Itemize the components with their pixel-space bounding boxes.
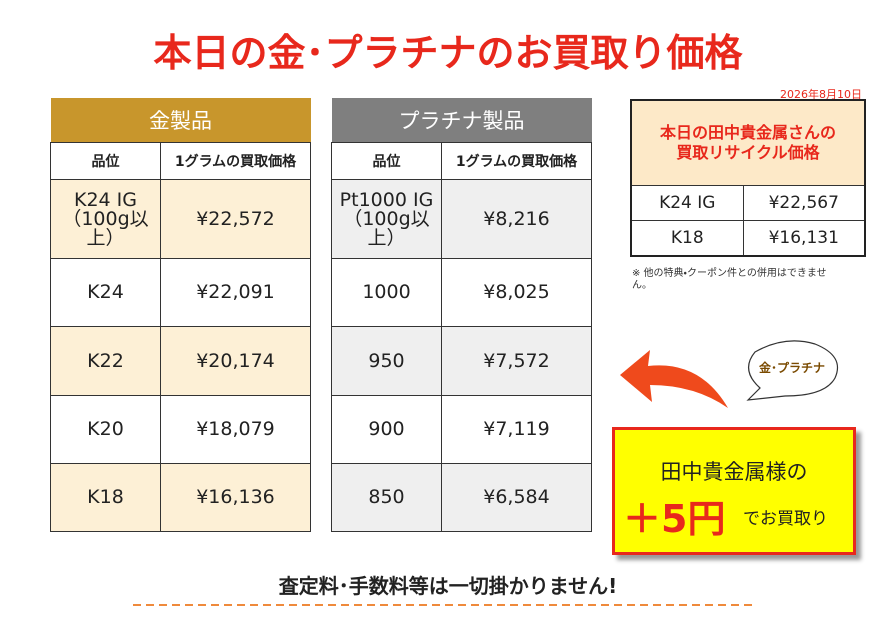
price: ¥16,131	[742, 220, 866, 257]
grade: K24	[50, 258, 161, 327]
grade: K22	[50, 326, 161, 396]
grade: K24 IG	[630, 185, 744, 221]
price: ¥20,174	[160, 326, 311, 396]
divider	[133, 604, 756, 606]
caption-row: プラチナ製品	[331, 98, 592, 143]
grade: K18	[50, 463, 161, 532]
price: ¥8,025	[441, 258, 592, 327]
promo-line: 田中貴金属様の	[660, 460, 808, 484]
table-row: Pt1000 IG（100g以上） ¥8,216	[331, 179, 592, 259]
grade: Pt1000 IG（100g以上）	[331, 179, 442, 259]
table-row: K18 ¥16,136	[50, 463, 311, 532]
price: ¥6,584	[441, 463, 592, 532]
bubble-shape	[746, 340, 839, 401]
table-row: K24 IG ¥22,567	[630, 185, 866, 221]
table-title: プラチナ製品	[331, 98, 592, 143]
caption-row: 金製品	[50, 98, 311, 143]
date: 2026年8月10日	[780, 88, 862, 101]
title: 本日の金･プラチナのお買取り価格	[153, 31, 743, 75]
promo-amount: ＋5円	[623, 497, 726, 541]
table-row: K20 ¥18,079	[50, 395, 311, 464]
table-row: K24 ¥22,091	[50, 258, 311, 327]
price: ¥22,567	[742, 185, 866, 221]
column-header: 品位	[331, 142, 442, 180]
price: ¥7,572	[441, 326, 592, 396]
grade: 850	[331, 463, 442, 532]
grade: 950	[331, 326, 442, 396]
promo-suffix: でお買取り	[743, 509, 828, 529]
table-row: 950 ¥7,572	[331, 326, 592, 396]
column-header: 1グラムの買取価格	[160, 142, 311, 180]
reference-title-line: 本日の田中貴金属さんの	[659, 123, 836, 142]
table-row: 850 ¥6,584	[331, 463, 592, 532]
price: ¥16,136	[160, 463, 311, 532]
reference-title-line: 買取リサイクル価格	[676, 143, 820, 162]
column-header: 1グラムの買取価格	[441, 142, 592, 180]
price: ¥22,572	[160, 179, 311, 259]
footer: 査定料･手数料等は一切掛かりません!	[278, 574, 618, 598]
price: ¥8,216	[441, 179, 592, 259]
note: ※ 他の特典・クーポン件との併用はできません。	[632, 268, 827, 291]
table-row: 1000 ¥8,025	[331, 258, 592, 327]
reference-table: 本日の田中貴金属さんの 買取リサイクル価格 K24 IG ¥22,567 K18 ¥16…	[630, 99, 866, 257]
reference-title: 本日の田中貴金属さんの 買取リサイクル価格	[630, 99, 866, 186]
promo-box: 田中貴金属様の ＋5円 でお買取り	[612, 427, 856, 555]
decoration: 金･プラチナ	[620, 340, 839, 408]
arrow	[620, 350, 728, 408]
column-header: 品位	[50, 142, 161, 180]
grade: K18	[630, 220, 744, 257]
header-row: 品位 1グラムの買取価格	[331, 142, 592, 180]
table-row: K22 ¥20,174	[50, 326, 311, 396]
table-row: K18 ¥16,131	[630, 220, 866, 257]
grade: K20	[50, 395, 161, 464]
gold-table: 金製品 品位 1グラムの買取価格 K24 IG（100g以上） ¥22,572 K24 ¥2…	[50, 98, 311, 532]
price: ¥22,091	[160, 258, 311, 327]
grade: K24 IG（100g以上）	[50, 179, 161, 259]
table-row: 900 ¥7,119	[331, 395, 592, 464]
bubble-text: 金･プラチナ	[759, 360, 825, 375]
price: ¥7,119	[441, 395, 592, 464]
price: ¥18,079	[160, 395, 311, 464]
table-row: K24 IG（100g以上） ¥22,572	[50, 179, 311, 259]
grade: 900	[331, 395, 442, 464]
platinum-table: プラチナ製品 品位 1グラムの買取価格 Pt1000 IG（100g以上） ¥8,216…	[331, 98, 592, 532]
header-row: 品位 1グラムの買取価格	[50, 142, 311, 180]
grade: 1000	[331, 258, 442, 327]
table-title: 金製品	[50, 98, 311, 143]
